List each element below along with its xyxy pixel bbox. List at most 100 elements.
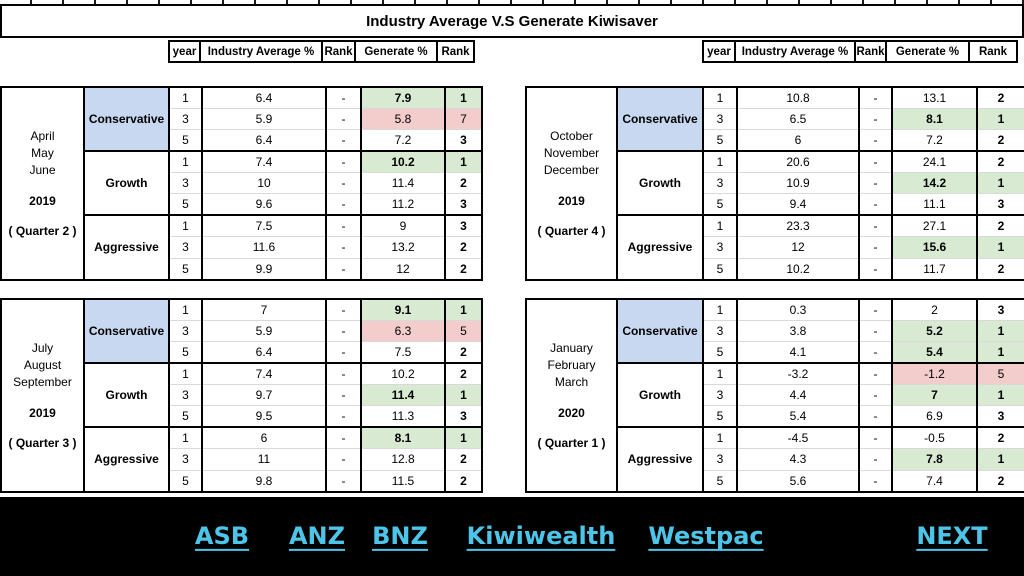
industry-average-cell: 23.3 (736, 214, 859, 237)
category-cell: Growth (616, 150, 703, 216)
generate-rank-cell: 3 (976, 405, 1024, 428)
industry-average-cell: -3.2 (736, 362, 859, 385)
year-cell: 3 (702, 384, 737, 406)
generate-percent-cell: 11.4 (360, 172, 445, 194)
generate-percent-cell: 11.7 (891, 257, 977, 280)
generate-percent-cell: 7.4 (891, 469, 977, 492)
generate-percent-cell: 7 (891, 384, 977, 406)
year-cell: 5 (702, 257, 737, 280)
generate-percent-cell: -1.2 (891, 362, 977, 385)
category-cell: Aggressive (616, 214, 703, 280)
generate-percent-cell: 8.1 (360, 426, 445, 449)
category-cell: Aggressive (616, 426, 703, 492)
generate-rank-cell: 2 (976, 257, 1024, 280)
industry-rank-cell: - (325, 299, 361, 321)
spreadsheet-gridline-strip (0, 0, 1024, 4)
col-header-year: year (168, 40, 201, 63)
industry-rank-cell: - (325, 193, 361, 216)
generate-rank-cell: 2 (976, 87, 1024, 109)
industry-rank-cell: - (325, 107, 361, 130)
year-cell: 1 (702, 87, 737, 109)
industry-rank-cell: - (325, 319, 361, 342)
industry-rank-cell: - (325, 448, 361, 471)
generate-percent-cell: 12.8 (360, 448, 445, 471)
quarter-table-q4-2019: October November December 2019( Quarter 4 )… (525, 86, 1024, 281)
industry-average-cell: 9.9 (201, 257, 326, 280)
generate-percent-cell: -0.5 (891, 426, 977, 449)
year-cell: 3 (702, 448, 737, 471)
generate-percent-cell: 6.3 (360, 319, 445, 342)
industry-average-cell: 0.3 (736, 299, 859, 321)
generate-percent-cell: 13.2 (360, 236, 445, 259)
industry-average-cell: 12 (736, 236, 859, 259)
generate-rank-cell: 2 (976, 129, 1024, 152)
industry-rank-cell: - (858, 299, 892, 321)
link-asb[interactable]: ASB (194, 521, 250, 550)
category-cell: Conservative (83, 87, 169, 152)
generate-rank-cell: 1 (444, 150, 482, 173)
generate-percent-cell: 7.2 (360, 129, 445, 152)
industry-average-cell: 5.9 (201, 319, 326, 342)
generate-percent-cell: 6.9 (891, 405, 977, 428)
generate-rank-cell: 1 (976, 341, 1024, 364)
col-header-rank: Rank (321, 40, 356, 63)
industry-rank-cell: - (858, 236, 892, 259)
category-cell: Growth (83, 150, 169, 216)
year-cell: 1 (702, 299, 737, 321)
generate-rank-cell: 2 (444, 362, 482, 385)
generate-percent-cell: 7.9 (360, 87, 445, 109)
generate-rank-cell: 2 (444, 469, 482, 492)
category-cell: Aggressive (83, 426, 169, 492)
generate-rank-cell: 5 (444, 319, 482, 342)
link-anz[interactable]: ANZ (288, 521, 346, 550)
industry-average-cell: 6.4 (201, 341, 326, 364)
industry-average-cell: 10.2 (736, 257, 859, 280)
industry-rank-cell: - (325, 257, 361, 280)
link-westpac[interactable]: Westpac (648, 521, 764, 550)
generate-rank-cell: 1 (976, 319, 1024, 342)
industry-rank-cell: - (325, 426, 361, 449)
category-cell: Growth (616, 362, 703, 428)
generate-rank-cell: 3 (444, 129, 482, 152)
generate-percent-cell: 12 (360, 257, 445, 280)
year-cell: 3 (168, 172, 202, 194)
industry-average-cell: 10.9 (736, 172, 859, 194)
col-header-year: year (702, 40, 736, 63)
year-cell: 5 (702, 469, 737, 492)
generate-percent-cell: 11.5 (360, 469, 445, 492)
generate-percent-cell: 11.3 (360, 405, 445, 428)
generate-rank-cell: 3 (976, 193, 1024, 216)
generate-percent-cell: 24.1 (891, 150, 977, 173)
industry-rank-cell: - (325, 129, 361, 152)
year-cell: 5 (168, 405, 202, 428)
year-cell: 1 (702, 426, 737, 449)
link-bnz[interactable]: BNZ (372, 521, 428, 550)
industry-rank-cell: - (325, 87, 361, 109)
quarter-period-cell: January February March 2020( Quarter 1 ) (525, 299, 617, 492)
generate-percent-cell: 9.1 (360, 299, 445, 321)
year-cell: 5 (702, 129, 737, 152)
industry-rank-cell: - (858, 319, 892, 342)
year-cell: 3 (168, 384, 202, 406)
link-kiwiwealth[interactable]: Kiwiwealth (466, 521, 616, 550)
industry-average-cell: 9.5 (201, 405, 326, 428)
year-cell: 1 (168, 299, 202, 321)
year-cell: 1 (702, 150, 737, 173)
generate-rank-cell: 1 (976, 107, 1024, 130)
industry-average-cell: 11 (201, 448, 326, 471)
link-next[interactable]: NEXT (916, 521, 988, 550)
category-cell: Conservative (616, 299, 703, 364)
industry-average-cell: 6.4 (201, 129, 326, 152)
year-cell: 5 (702, 341, 737, 364)
generate-rank-cell: 1 (976, 448, 1024, 471)
industry-average-cell: 4.4 (736, 384, 859, 406)
column-header-row-right: year Industry Average % Rank Generate % … (702, 40, 1018, 63)
generate-rank-cell: 3 (444, 405, 482, 428)
year-cell: 3 (702, 107, 737, 130)
industry-average-cell: 7.4 (201, 150, 326, 173)
year-cell: 1 (168, 87, 202, 109)
generate-percent-cell: 5.8 (360, 107, 445, 130)
generate-percent-cell: 2 (891, 299, 977, 321)
generate-rank-cell: 2 (444, 172, 482, 194)
industry-rank-cell: - (325, 405, 361, 428)
